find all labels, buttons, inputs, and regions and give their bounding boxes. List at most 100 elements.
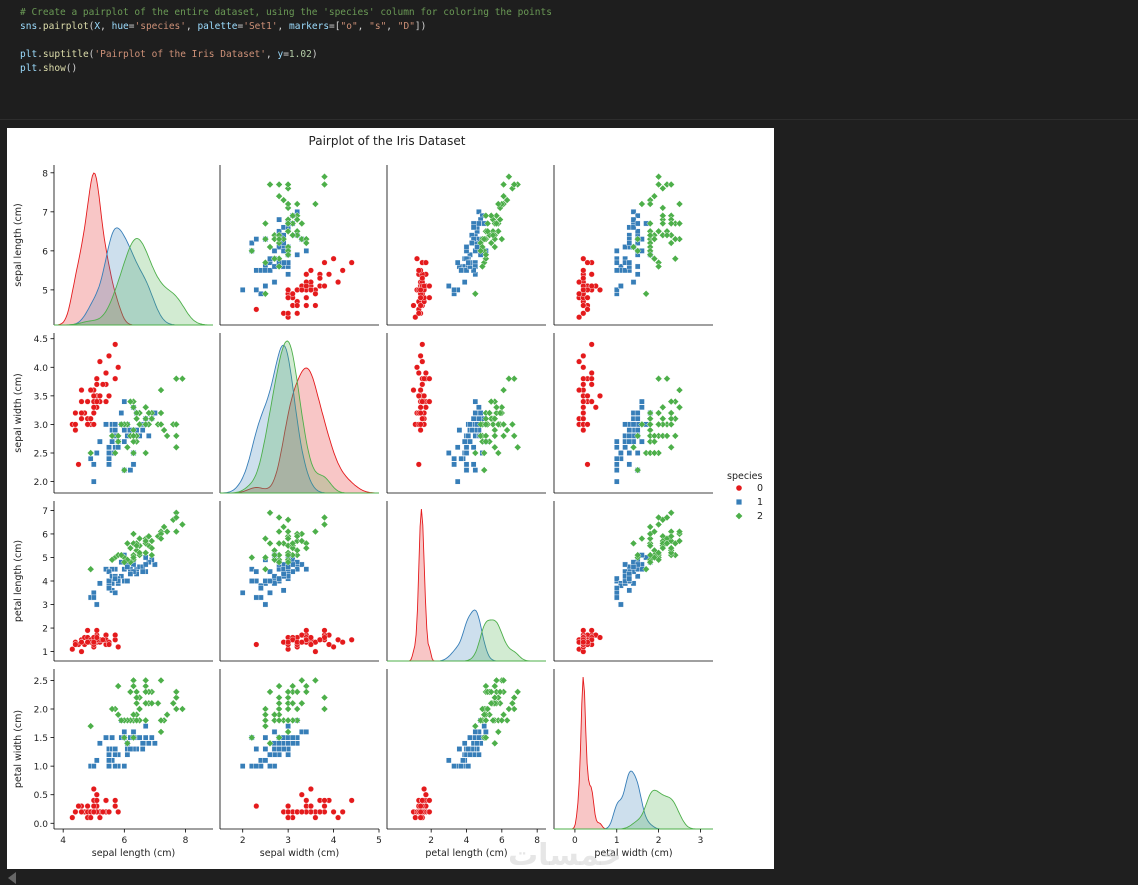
- code-token: plt: [20, 49, 38, 60]
- point-species-1: [463, 267, 470, 274]
- point-species-1: [121, 438, 128, 445]
- point-species-2: [634, 466, 642, 474]
- kde-curve-species-1: [387, 609, 546, 662]
- point-species-2: [491, 443, 499, 451]
- point-species-2: [667, 509, 675, 517]
- point-species-1: [303, 729, 310, 735]
- point-species-2: [671, 235, 679, 243]
- point-species-2: [129, 403, 138, 411]
- point-species-2: [148, 699, 156, 707]
- code-token: markers: [289, 21, 330, 32]
- point-species-0: [421, 392, 428, 399]
- point-species-2: [311, 527, 320, 536]
- point-species-2: [320, 513, 329, 522]
- point-species-0: [105, 392, 112, 399]
- point-species-1: [446, 283, 452, 289]
- code-line: # Create a pairplot of the entire datase…: [20, 6, 1138, 20]
- point-species-2: [634, 432, 642, 440]
- point-species-1: [465, 763, 472, 769]
- y-tick-label: 8: [42, 169, 48, 179]
- point-species-2: [148, 551, 156, 559]
- point-species-2: [480, 711, 488, 719]
- point-species-2: [289, 212, 297, 220]
- point-species-2: [667, 409, 675, 417]
- point-species-0: [307, 634, 314, 641]
- point-species-2: [646, 534, 654, 543]
- point-species-2: [302, 688, 310, 696]
- point-species-0: [576, 314, 583, 321]
- point-species-2: [123, 539, 132, 548]
- point-species-0: [105, 641, 112, 648]
- point-species-1: [139, 427, 146, 433]
- point-species-2: [293, 688, 301, 696]
- point-species-1: [626, 259, 633, 266]
- point-species-1: [109, 734, 115, 741]
- point-species-1: [106, 444, 112, 451]
- point-species-1: [614, 455, 620, 462]
- point-species-0: [580, 302, 587, 309]
- point-species-1: [618, 601, 624, 608]
- point-species-2: [129, 437, 138, 446]
- point-species-2: [160, 523, 168, 531]
- point-species-2: [510, 375, 518, 383]
- point-species-1: [456, 746, 463, 752]
- point-species-0: [330, 808, 337, 815]
- scroll-left-arrow-icon[interactable]: [8, 872, 16, 884]
- point-species-2: [671, 432, 679, 440]
- point-species-0: [410, 302, 417, 309]
- point-species-2: [298, 537, 306, 545]
- point-species-0: [75, 803, 82, 810]
- point-species-1: [253, 746, 260, 752]
- point-species-2: [298, 699, 306, 707]
- watermark: خمسات: [508, 838, 622, 873]
- point-species-0: [99, 636, 106, 643]
- code-token: 1.02: [288, 49, 312, 60]
- point-species-0: [78, 387, 85, 394]
- point-species-1: [626, 438, 633, 445]
- point-species-1: [112, 763, 118, 769]
- point-species-2: [478, 705, 487, 713]
- point-species-0: [112, 375, 119, 382]
- point-species-2: [659, 219, 667, 228]
- point-species-2: [126, 688, 135, 696]
- point-species-1: [451, 455, 457, 462]
- point-species-0: [307, 786, 314, 793]
- point-species-2: [154, 699, 162, 707]
- code-token: ,: [357, 21, 370, 32]
- point-species-1: [106, 757, 112, 764]
- point-species-1: [280, 587, 287, 594]
- point-species-1: [253, 287, 260, 293]
- point-species-2: [667, 544, 675, 552]
- point-species-2: [284, 180, 292, 189]
- point-species-2: [642, 565, 650, 573]
- point-species-1: [285, 740, 291, 747]
- point-species-0: [312, 290, 319, 297]
- point-species-1: [630, 224, 637, 231]
- point-species-1: [474, 740, 480, 747]
- point-species-1: [461, 279, 468, 285]
- point-species-0: [93, 398, 100, 405]
- point-species-2: [302, 239, 310, 247]
- point-species-0: [90, 803, 97, 810]
- point-species-0: [115, 364, 122, 371]
- point-species-2: [646, 523, 654, 531]
- point-species-2: [650, 449, 659, 457]
- point-species-2: [311, 200, 320, 208]
- code-token: plt: [20, 63, 38, 74]
- point-species-1: [614, 267, 620, 274]
- point-species-1: [145, 433, 152, 439]
- point-species-0: [321, 259, 328, 266]
- point-species-2: [675, 386, 684, 394]
- point-species-2: [261, 258, 270, 267]
- point-species-1: [454, 478, 461, 485]
- code-cell[interactable]: # Create a pairplot of the entire datase…: [0, 0, 1138, 120]
- point-species-1: [465, 433, 472, 439]
- point-species-2: [629, 243, 638, 251]
- point-species-2: [129, 682, 138, 690]
- point-species-1: [115, 444, 121, 451]
- point-species-2: [646, 420, 654, 429]
- point-species-2: [172, 432, 180, 440]
- point-species-0: [102, 369, 109, 376]
- point-species-2: [503, 426, 511, 434]
- point-species-2: [284, 184, 292, 193]
